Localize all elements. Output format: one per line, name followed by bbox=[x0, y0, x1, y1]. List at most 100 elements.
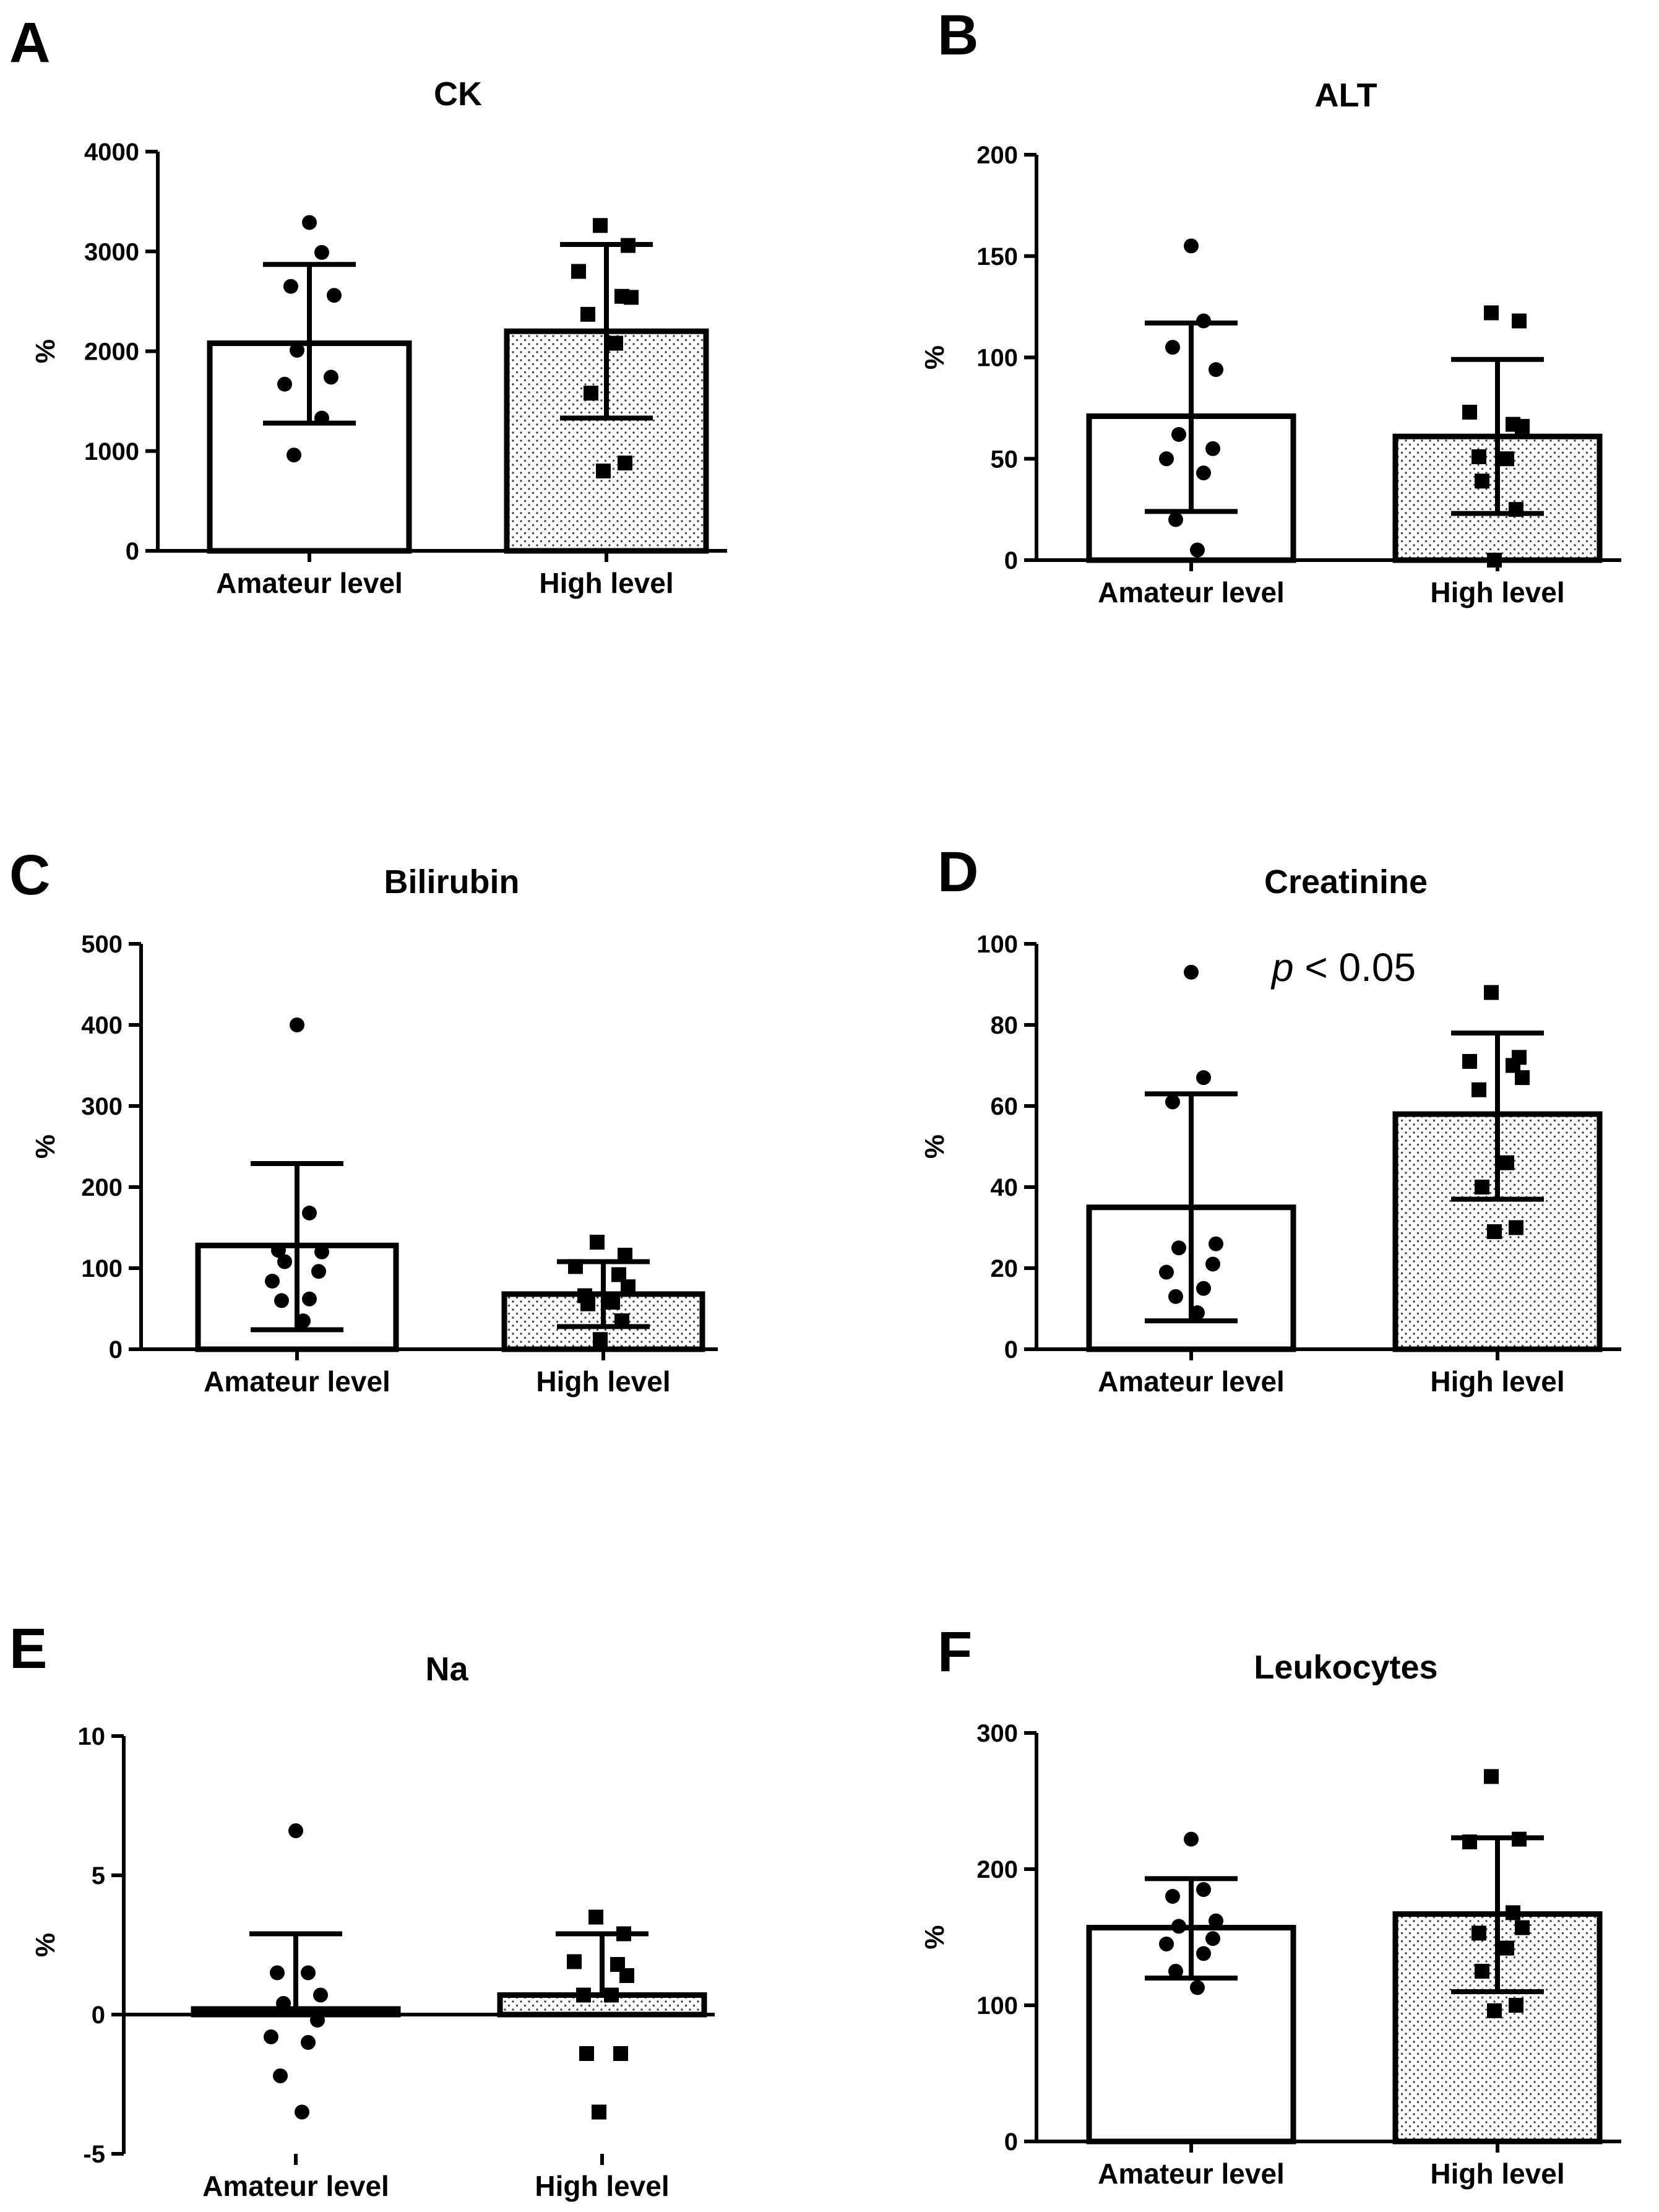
point-high bbox=[619, 1968, 634, 1983]
panel-letter: F bbox=[937, 1620, 972, 1683]
point-amateur bbox=[1196, 313, 1211, 329]
panel-letter: A bbox=[9, 11, 50, 74]
point-amateur bbox=[1159, 1937, 1174, 1951]
y-axis-label: % bbox=[920, 1134, 950, 1159]
point-high bbox=[621, 238, 636, 253]
point-high bbox=[590, 1235, 605, 1250]
point-high bbox=[1509, 502, 1523, 517]
point-amateur bbox=[314, 244, 329, 260]
point-amateur bbox=[277, 376, 292, 392]
point-high bbox=[614, 1313, 629, 1329]
y-tick-label: 200 bbox=[81, 1174, 123, 1201]
y-tick-label: 20 bbox=[991, 1255, 1019, 1282]
point-high bbox=[1484, 985, 1499, 1000]
point-high bbox=[596, 464, 611, 478]
point-high bbox=[1462, 1053, 1477, 1069]
bar-high bbox=[497, 1992, 707, 2018]
point-amateur bbox=[273, 2068, 288, 2083]
y-tick-label: 3000 bbox=[84, 238, 139, 266]
x-tick-label: Amateur level bbox=[204, 1365, 390, 1398]
y-tick-label: 150 bbox=[976, 243, 1018, 270]
point-amateur bbox=[290, 1017, 304, 1032]
point-high bbox=[1499, 1940, 1514, 1956]
chart-title: Leukocytes bbox=[1254, 1649, 1437, 1686]
point-high bbox=[1472, 1925, 1486, 1941]
point-amateur bbox=[271, 1243, 286, 1258]
point-high bbox=[593, 1332, 608, 1347]
point-amateur bbox=[1205, 441, 1220, 456]
point-amateur bbox=[1168, 1289, 1183, 1304]
point-amateur bbox=[1165, 340, 1180, 355]
point-amateur bbox=[287, 447, 301, 463]
point-amateur bbox=[1171, 1919, 1186, 1934]
point-amateur bbox=[301, 1965, 316, 1981]
point-high bbox=[1512, 1831, 1527, 1847]
point-amateur bbox=[302, 1205, 317, 1220]
point-amateur bbox=[310, 2013, 325, 2028]
chart-title: Creatinine bbox=[1264, 863, 1428, 901]
point-high bbox=[618, 1248, 632, 1263]
y-axis-label: % bbox=[30, 339, 61, 363]
y-tick-label: 100 bbox=[976, 345, 1018, 372]
point-high bbox=[580, 306, 595, 322]
point-high bbox=[605, 1295, 620, 1310]
point-high bbox=[1462, 1834, 1477, 1849]
chart-title: Bilirubin bbox=[384, 863, 520, 901]
point-high bbox=[624, 290, 639, 305]
point-high bbox=[1499, 1155, 1514, 1170]
chart-title: Na bbox=[425, 1651, 468, 1688]
x-tick-label: High level bbox=[1430, 2158, 1564, 2190]
point-amateur bbox=[324, 369, 338, 385]
panel-letter: D bbox=[937, 840, 978, 904]
point-amateur bbox=[1159, 1264, 1174, 1280]
point-high bbox=[1484, 305, 1499, 321]
y-axis-label: % bbox=[30, 1933, 61, 1957]
point-high bbox=[1487, 2003, 1502, 2018]
x-tick-label: Amateur level bbox=[216, 567, 403, 599]
y-axis-label: % bbox=[920, 345, 950, 369]
point-amateur bbox=[314, 1244, 329, 1259]
y-tick-label: 500 bbox=[81, 931, 123, 958]
y-tick-label: 100 bbox=[81, 1255, 123, 1282]
x-tick-label: Amateur level bbox=[1098, 2158, 1285, 2190]
point-amateur bbox=[1196, 1946, 1211, 1961]
point-amateur bbox=[270, 1965, 285, 1981]
x-tick-label: High level bbox=[1430, 1365, 1564, 1398]
point-amateur bbox=[1168, 1964, 1183, 1979]
y-tick-label: 0 bbox=[109, 1336, 123, 1363]
x-tick-label: Amateur level bbox=[202, 2170, 389, 2202]
point-high bbox=[568, 1259, 583, 1274]
point-amateur bbox=[302, 1291, 317, 1307]
point-amateur bbox=[296, 1313, 311, 1329]
y-tick-label: 0 bbox=[126, 538, 139, 565]
point-amateur bbox=[274, 1293, 289, 1308]
point-high bbox=[588, 1909, 603, 1925]
point-high bbox=[593, 218, 608, 233]
point-high bbox=[1512, 313, 1527, 329]
point-high bbox=[1484, 1769, 1499, 1784]
point-amateur bbox=[1196, 1882, 1211, 1897]
point-high bbox=[613, 2046, 628, 2061]
point-amateur bbox=[314, 410, 329, 426]
panel-letter: C bbox=[9, 844, 50, 907]
y-tick-label: 0 bbox=[92, 2002, 105, 2029]
y-tick-label: 2000 bbox=[84, 339, 139, 366]
point-high bbox=[621, 1279, 636, 1295]
panel-c: C Bilirubin% 0 100 200 300 400 500 Amateur level… bbox=[9, 844, 718, 1398]
panel-a: A CK% 0 1000 2000 3000 4000 Amateur level High l… bbox=[9, 11, 727, 599]
point-high bbox=[576, 1987, 591, 2003]
y-tick-label: 400 bbox=[81, 1012, 123, 1039]
point-amateur bbox=[1205, 1256, 1220, 1272]
point-high bbox=[1472, 449, 1486, 464]
x-tick-label: High level bbox=[536, 1365, 670, 1398]
panel-f: F Leukocytes% 0 100 200 300 Amateur level High … bbox=[920, 1620, 1621, 2190]
panel-d: D Creatinine% 0 20 40 60 80 100 Amateur level Hig… bbox=[920, 840, 1621, 1398]
point-amateur bbox=[1184, 1831, 1199, 1847]
panel-e: E Na% -5 0 5 10 Amateur level High level bbox=[9, 1617, 715, 2202]
point-amateur bbox=[1184, 964, 1199, 980]
point-amateur bbox=[265, 1273, 280, 1289]
point-amateur bbox=[1171, 1240, 1186, 1256]
x-tick-label: High level bbox=[535, 2170, 669, 2202]
point-amateur bbox=[311, 1264, 326, 1279]
